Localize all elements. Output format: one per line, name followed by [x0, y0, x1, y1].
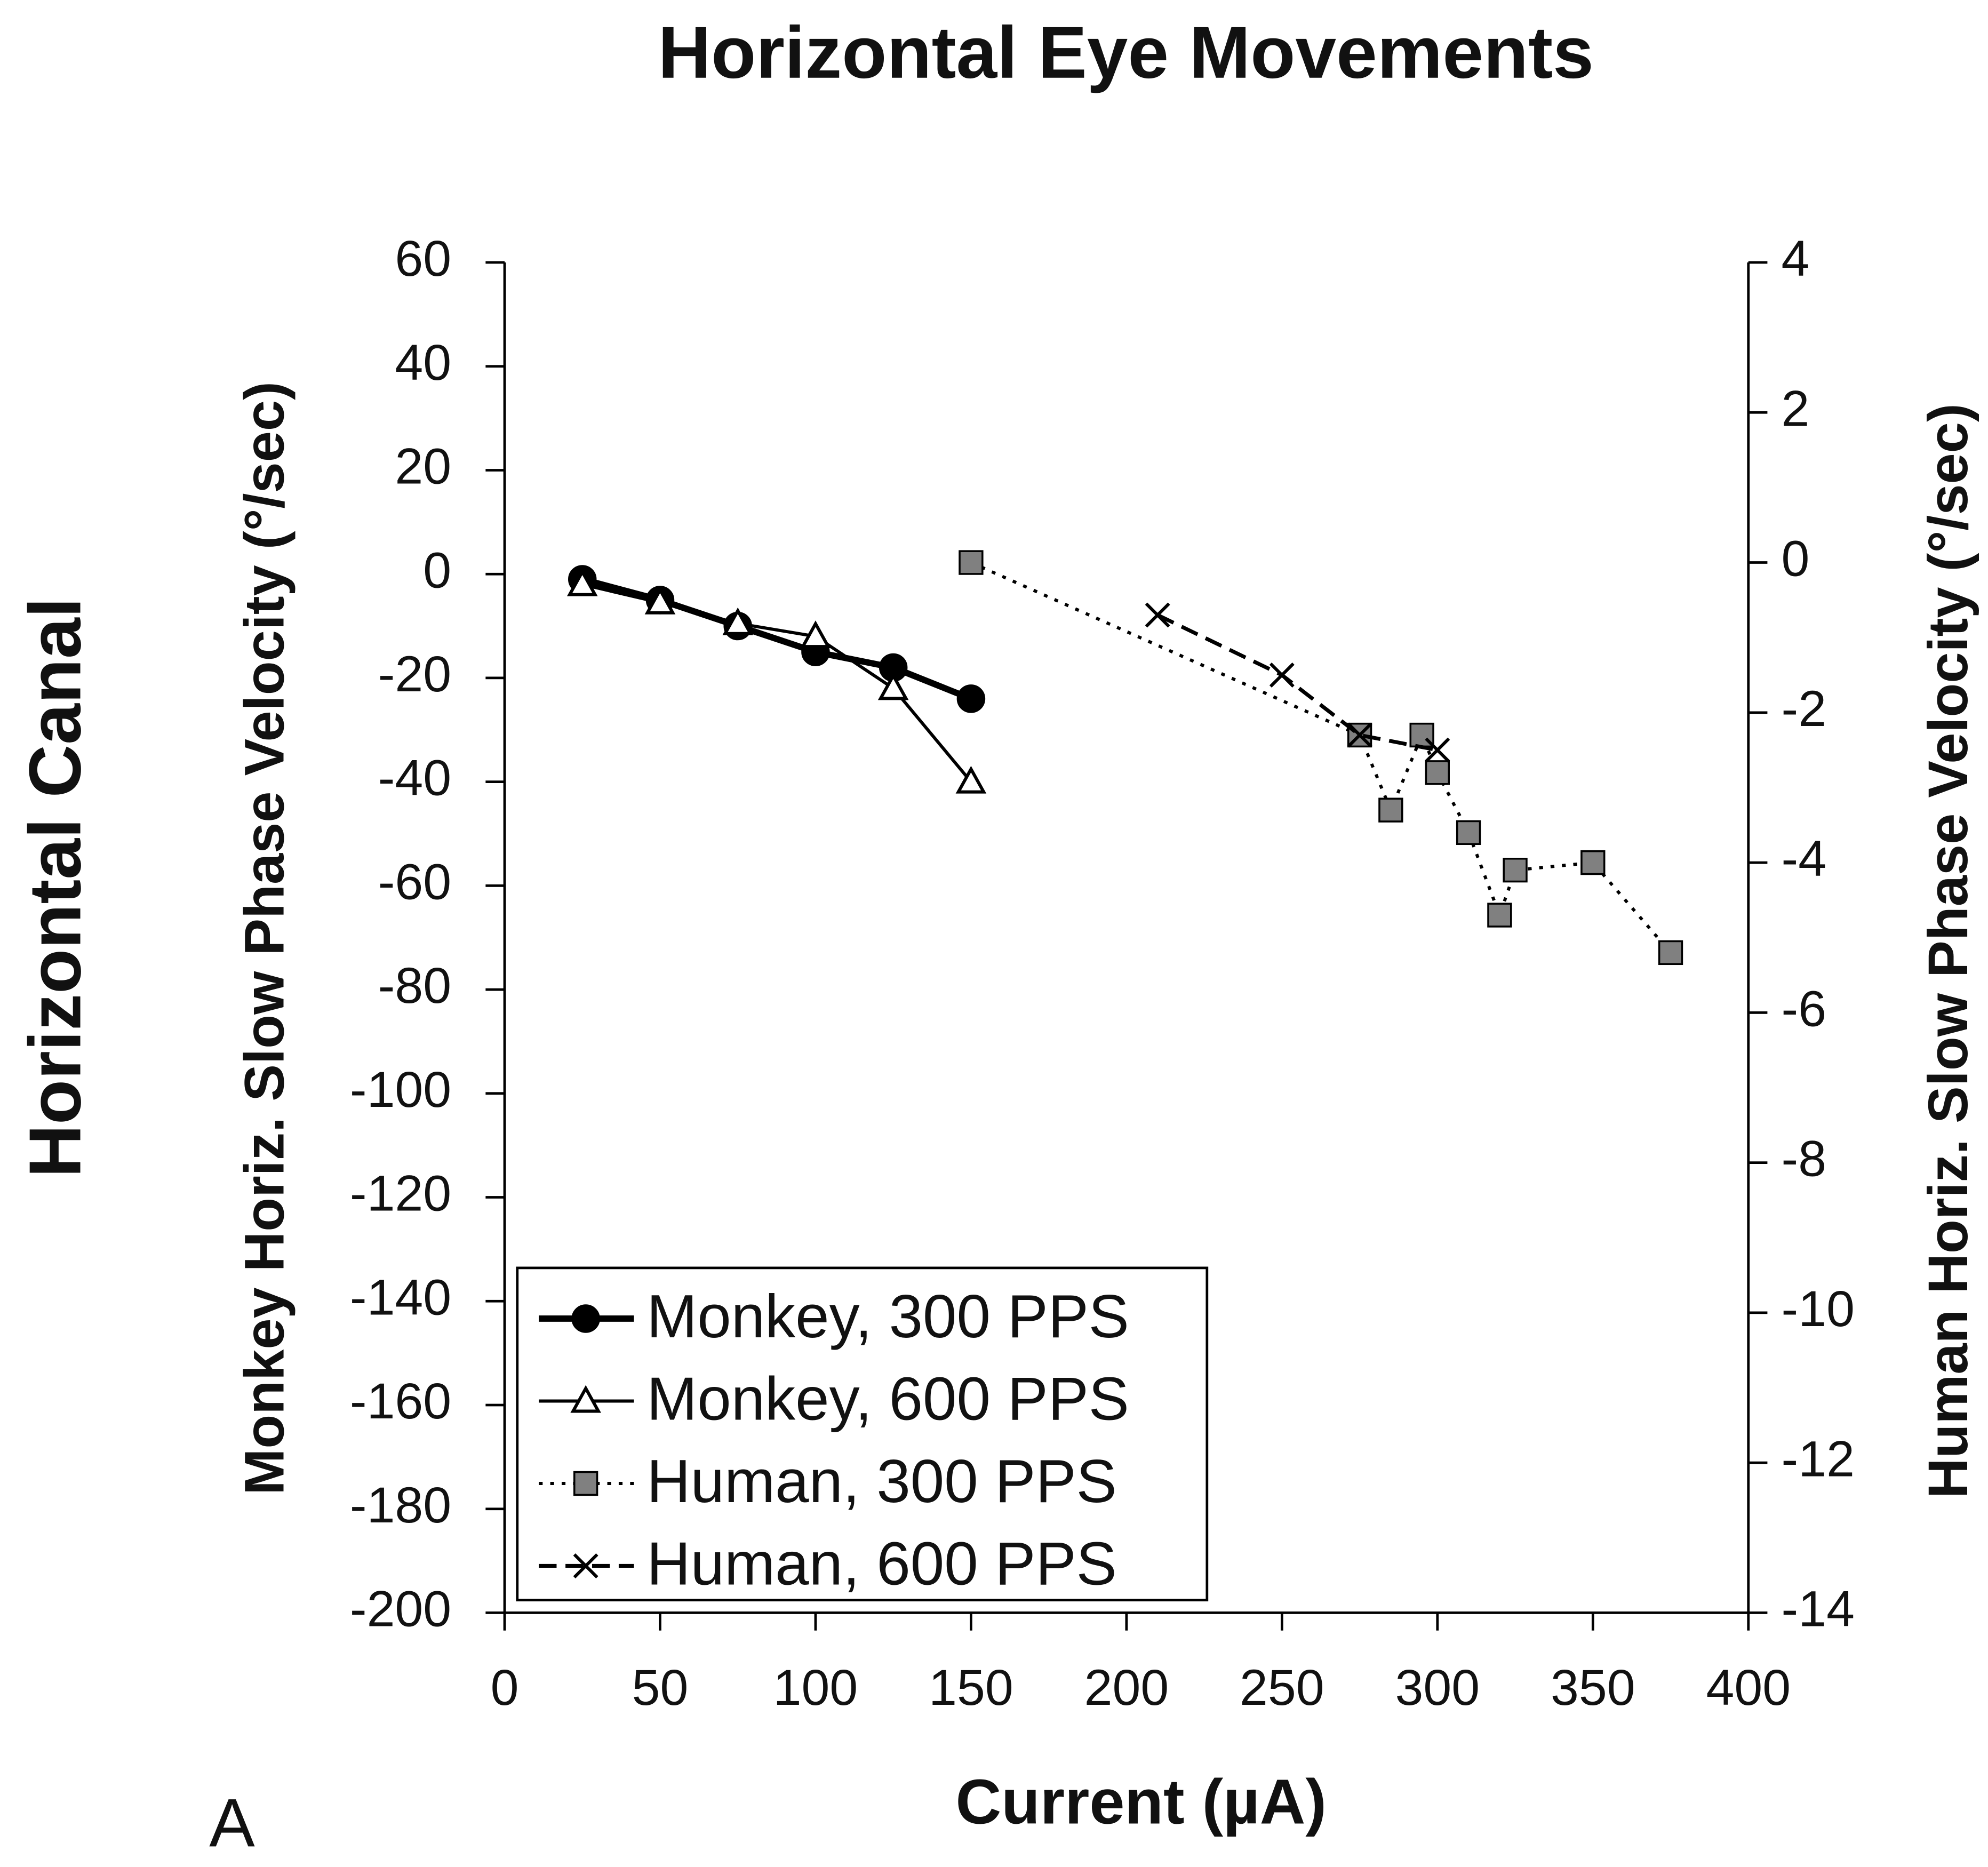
- marker: [1658, 940, 1683, 966]
- y2-tick-label: -10: [1782, 1281, 1855, 1337]
- marker: [644, 586, 676, 615]
- y-tick-label: -100: [350, 1062, 451, 1118]
- marker: [722, 607, 754, 635]
- x-tick-label: 50: [632, 1659, 689, 1716]
- chart-title: Horizontal Eye Movements: [658, 12, 1594, 94]
- series-line: [970, 561, 1672, 954]
- y-axis-label: Monkey Horiz. Slow Phase Velocity (°/sec…: [234, 381, 296, 1495]
- x-tick-label: 350: [1551, 1659, 1635, 1716]
- x-tick-label: 0: [491, 1659, 519, 1716]
- marker: [800, 620, 831, 649]
- marker: [1456, 820, 1481, 845]
- legend-marker: [573, 1553, 598, 1578]
- marker: [955, 765, 987, 794]
- panel-label: A: [209, 1785, 255, 1861]
- side-label: Horizontal Canal: [14, 597, 97, 1178]
- marker: [1269, 663, 1295, 688]
- y-tick-label: 60: [395, 230, 451, 287]
- legend-label: Monkey, 300 PPS: [646, 1283, 1129, 1351]
- marker: [1503, 857, 1528, 883]
- y2-tick-label: -4: [1782, 831, 1827, 887]
- legend-label: Monkey, 600 PPS: [646, 1365, 1129, 1433]
- marker: [1425, 760, 1450, 785]
- y2-tick-label: 4: [1782, 230, 1810, 287]
- y2-tick-label: -6: [1782, 980, 1827, 1037]
- marker: [959, 550, 984, 575]
- y2-tick-label: -8: [1782, 1131, 1827, 1187]
- y-tick-label: -180: [350, 1477, 451, 1534]
- y2-tick-label: 2: [1782, 380, 1810, 437]
- marker: [1145, 602, 1170, 628]
- marker: [566, 568, 598, 596]
- marker: [1347, 722, 1372, 748]
- y2-tick-label: 0: [1782, 531, 1810, 587]
- y2-tick-label: -2: [1782, 681, 1827, 737]
- legend-marker: [573, 1471, 598, 1496]
- series-line: [1156, 613, 1438, 752]
- y2-tick-label: -12: [1782, 1431, 1855, 1487]
- y-tick-label: -120: [350, 1166, 451, 1222]
- marker: [877, 672, 909, 700]
- y2-tick-label: -14: [1782, 1581, 1855, 1638]
- legend-marker: [570, 1385, 601, 1413]
- legend-label: Human, 600 PPS: [646, 1530, 1116, 1598]
- x-tick-label: 250: [1240, 1659, 1324, 1716]
- marker: [1425, 737, 1450, 763]
- marker: [1487, 903, 1512, 928]
- x-tick-label: 100: [773, 1659, 858, 1716]
- x-tick-label: 400: [1706, 1659, 1791, 1716]
- y-tick-label: 40: [395, 334, 451, 391]
- series-line: [582, 583, 972, 783]
- y2-axis-label: Human Horiz. Slow Phase Velocity (°/sec): [1917, 403, 1979, 1498]
- y-tick-label: -140: [350, 1269, 451, 1326]
- x-tick-label: 300: [1395, 1659, 1480, 1716]
- marker: [1378, 797, 1403, 823]
- y-tick-label: 20: [395, 438, 451, 495]
- y-tick-label: -80: [378, 958, 451, 1014]
- x-axis-label: Current (µA): [955, 1766, 1327, 1837]
- y-tick-label: -40: [378, 750, 451, 807]
- legend-label: Human, 300 PPS: [646, 1448, 1116, 1515]
- y-tick-label: -200: [350, 1581, 451, 1638]
- y-tick-label: 0: [423, 542, 451, 599]
- marker: [1580, 850, 1606, 875]
- legend-box: [516, 1266, 1209, 1602]
- x-tick-label: 150: [929, 1659, 1013, 1716]
- x-tick-label: 200: [1084, 1659, 1169, 1716]
- y-tick-label: -160: [350, 1373, 451, 1430]
- marker: [956, 684, 986, 713]
- legend-marker: [571, 1304, 600, 1333]
- y-tick-label: -20: [378, 646, 451, 703]
- y-tick-label: -60: [378, 853, 451, 910]
